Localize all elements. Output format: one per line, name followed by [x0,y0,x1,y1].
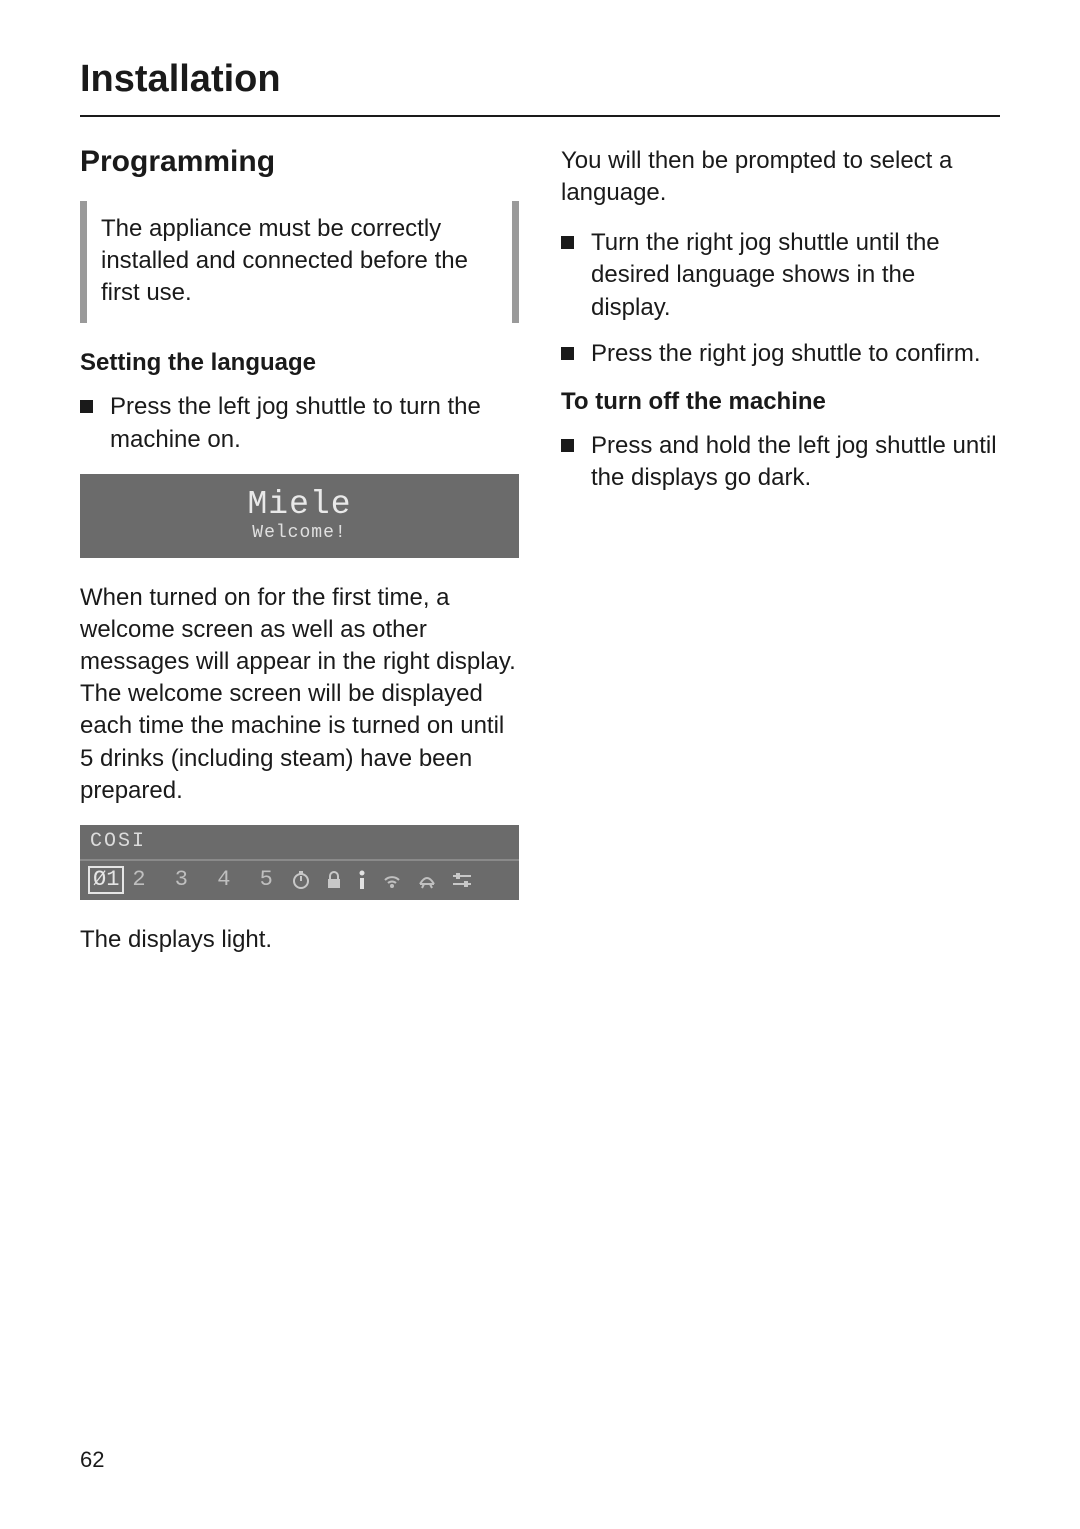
maintenance-icon [417,870,437,890]
paragraph-displays-light: The displays light. [80,924,519,956]
page-number: 62 [80,1447,104,1473]
paragraph-welcome-info: When turned on for the first time, a wel… [80,582,519,807]
title-rule [80,115,1000,117]
page-title: Installation [80,58,1000,101]
display-welcome-text: Welcome! [252,523,346,543]
bullet-item: Turn the right jog shuttle until the des… [561,227,1000,323]
heading-programming: Programming [80,145,519,179]
welcome-display-panel: Miele Welcome! [80,474,519,558]
install-callout-text: The appliance must be correctly installe… [101,213,498,309]
heading-turn-off: To turn off the machine [561,388,1000,416]
status-mode-label: COSI [90,830,146,853]
settings-icon [451,870,473,890]
network-icon [381,870,403,890]
install-callout: The appliance must be correctly installe… [80,201,519,323]
bullet-list: Press and hold the left jog shuttle unti… [561,430,1000,494]
status-icon-strip [291,870,473,890]
timer-icon [291,870,311,890]
two-column-layout: Programming The appliance must be correc… [80,145,1000,974]
display-brand-text: Miele [247,488,351,521]
bullet-item: Press and hold the left jog shuttle unti… [561,430,1000,494]
bullet-item: Press the right jog shuttle to confirm. [561,338,1000,370]
lock-icon [325,870,343,890]
left-column: Programming The appliance must be correc… [80,145,519,974]
right-column: You will then be prompted to select a la… [561,145,1000,974]
bullet-list: Turn the right jog shuttle until the des… [561,227,1000,370]
heading-setting-language: Setting the language [80,349,519,377]
status-selected-slot: Ø1 [88,866,124,894]
status-top-row: COSI [80,825,519,859]
bullet-item: Press the left jog shuttle to turn the m… [80,391,519,455]
status-bottom-row: Ø1 2 3 4 5 [80,859,519,900]
info-icon [357,870,367,890]
status-display-panel: COSI Ø1 2 3 4 5 [80,825,519,900]
paragraph-select-language: You will then be prompted to select a la… [561,145,1000,209]
bullet-list: Press the left jog shuttle to turn the m… [80,391,519,455]
status-sequence: 2 3 4 5 [132,869,280,891]
